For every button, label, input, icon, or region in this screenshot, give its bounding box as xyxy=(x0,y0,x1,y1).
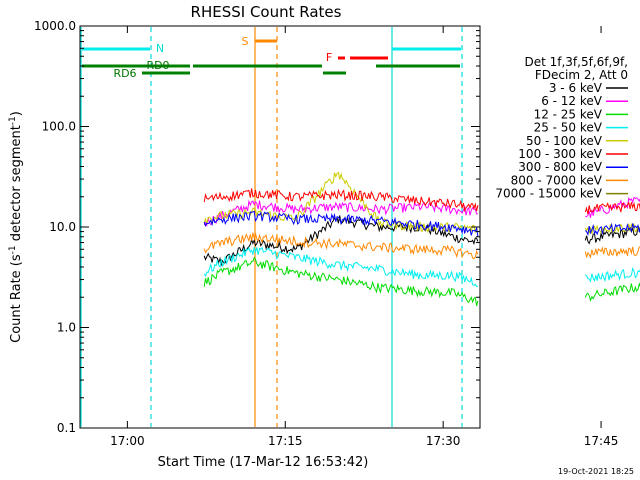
x-tick-label-1: 17:15 xyxy=(268,434,303,448)
legend-header-line-1: Det 1f,3f,5f,6f,9f, xyxy=(524,55,628,69)
y-tick-label-4: 1000.0 xyxy=(34,19,76,33)
chart-title: RHESSI Count Rates xyxy=(191,3,342,21)
legend-label-4: 50 - 100 keV xyxy=(526,134,603,148)
series-layer xyxy=(203,171,640,307)
y-tick-label-1: 1.0 xyxy=(57,321,76,335)
series-800-7000kev-segment-1 xyxy=(203,232,479,260)
legend-label-1: 6 - 12 keV xyxy=(541,94,603,108)
legend-header-line-2: FDecim 2, Att 0 xyxy=(535,68,628,82)
annotation-n: N xyxy=(156,42,164,55)
y-axis: 0.1 1.0 10.0 100.0 1000.0 xyxy=(34,19,480,435)
x-axis-label: Start Time (17-Mar-12 16:53:42) xyxy=(158,455,369,470)
series-800-7000kev-segment-2 xyxy=(584,246,640,259)
legend-label-6: 300 - 800 keV xyxy=(518,160,602,174)
series-300-800kev-segment-2 xyxy=(584,222,640,237)
series-25-50kev-segment-2 xyxy=(585,266,640,283)
x-tick-label-2: 17:30 xyxy=(426,434,461,448)
series-100-300kev-segment-2 xyxy=(584,201,640,215)
annotation-f: F xyxy=(326,51,332,64)
y-tick-label-2: 10.0 xyxy=(49,220,76,234)
series-6-12kev-segment-2 xyxy=(585,196,640,218)
series-12-25kev-segment-2 xyxy=(584,282,640,302)
series-50-100kev-segment-2 xyxy=(584,222,640,235)
legend-label-0: 3 - 6 keV xyxy=(549,81,603,95)
annotation-rd6: RD6 xyxy=(113,67,136,80)
x-tick-label-3: 17:45 xyxy=(584,434,619,448)
series-12-25kev-segment-1 xyxy=(203,256,479,307)
legend-label-8: 7000 - 15000 keV xyxy=(495,187,602,201)
annotation-rd0: RD0 xyxy=(146,59,169,72)
annotation-s: S xyxy=(242,35,249,48)
annotation-layer: N RD0 RD6 S F xyxy=(113,35,332,80)
legend-label-7: 800 - 7000 keV xyxy=(511,173,603,187)
overlay-lines xyxy=(80,27,463,427)
series-25-50kev-segment-1 xyxy=(203,246,479,288)
series-100-300kev-segment-1 xyxy=(203,188,479,213)
series-6-12kev-segment-1 xyxy=(203,199,478,228)
series-3-6kev-segment-2 xyxy=(584,226,640,245)
series-300-800kev-segment-1 xyxy=(203,210,479,237)
legend-label-2: 12 - 25 keV xyxy=(534,107,603,121)
y-tick-label-3: 100.0 xyxy=(42,120,76,134)
legend: Det 1f,3f,5f,6f,9f, FDecim 2, Att 0 3 - … xyxy=(495,55,628,201)
footer-timestamp: 19-Oct-2021 18:25 xyxy=(558,467,634,476)
x-tick-label-0: 17:00 xyxy=(110,434,145,448)
legend-label-5: 100 - 300 keV xyxy=(518,147,602,161)
y-axis-label: Count Rate (s-1 detector segment-1) xyxy=(8,111,24,343)
y-tick-label-0: 0.1 xyxy=(57,421,76,435)
legend-label-3: 25 - 50 keV xyxy=(534,121,603,135)
